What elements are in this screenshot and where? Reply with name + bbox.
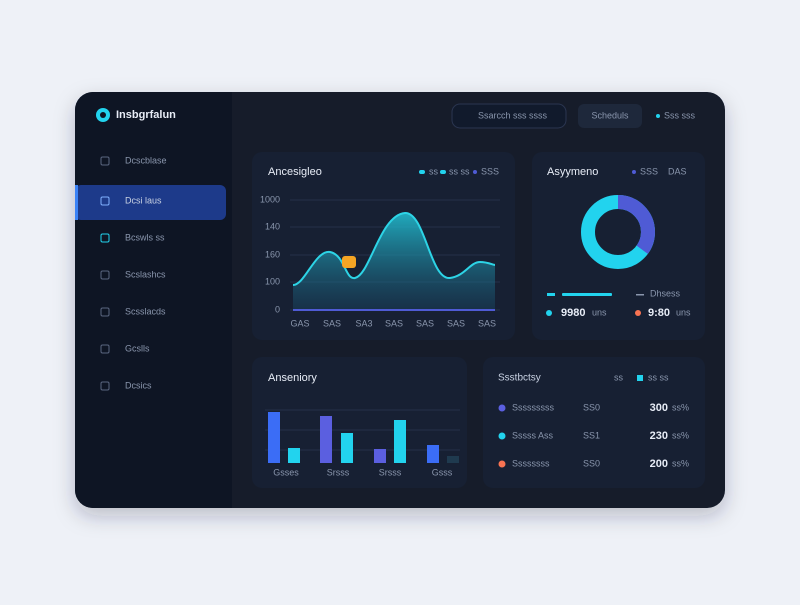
legend-label: SSS — [481, 166, 499, 176]
nav-label: Dcsics — [125, 380, 152, 390]
legend-swatch — [419, 170, 425, 174]
active-item[interactable] — [75, 185, 226, 220]
nav-label: Scsslacds — [125, 306, 166, 316]
nav-label: Dcscblase — [125, 155, 167, 165]
logo-dot — [100, 112, 106, 118]
search-placeholder: Ssarcch sss ssss — [478, 110, 548, 120]
legend-dot — [632, 170, 636, 174]
stat-unit: uns — [676, 307, 691, 317]
row-value: 230 — [650, 430, 668, 442]
nav-label: Dcsi laus — [125, 195, 162, 205]
panel-title: Ancesigleo — [268, 166, 322, 178]
row-label: Sssssssss — [512, 402, 555, 412]
stat-dot — [546, 310, 552, 316]
nav-icon — [100, 233, 110, 243]
stat-value: 9980 — [561, 307, 585, 319]
row-pct: ss% — [672, 430, 689, 440]
row-value: 300 — [650, 402, 668, 414]
status: Sss sss — [664, 110, 696, 120]
bar — [341, 433, 353, 463]
nav-icon — [100, 156, 110, 166]
panel — [483, 357, 705, 488]
y-label: 0 — [275, 304, 280, 314]
donut-segment — [581, 195, 655, 269]
stat-unit: uns — [592, 307, 607, 317]
stat-dot — [635, 310, 641, 316]
legend-line — [562, 293, 612, 296]
x-label: SAS — [416, 318, 434, 328]
row-dot — [498, 404, 506, 412]
panel-title: Ssstbctsy — [498, 373, 541, 384]
row-dot — [498, 432, 506, 440]
legend-label: SSS — [640, 166, 658, 176]
y-label: 160 — [265, 249, 280, 259]
legend-swatch — [440, 170, 446, 174]
nav-label: Scslashcs — [125, 269, 166, 279]
row-pct: ss% — [672, 458, 689, 468]
legend-line — [636, 294, 644, 296]
row-label: Sssss Ass — [512, 430, 554, 440]
x-label: Gsss — [432, 467, 453, 477]
x-label: GAS — [290, 318, 309, 328]
header-swatch — [637, 375, 643, 381]
y-label: 1000 — [260, 194, 280, 204]
x-label: SAS — [385, 318, 403, 328]
legend-label: ss — [429, 166, 439, 176]
row-label: Ssssssss — [512, 458, 550, 468]
bar — [447, 456, 459, 463]
legend-label: DAS — [668, 166, 687, 176]
x-label: SAS — [323, 318, 341, 328]
row-code: SS1 — [583, 430, 600, 440]
bar — [394, 420, 406, 463]
x-label: SA3 — [355, 318, 372, 328]
legend-line — [547, 293, 555, 296]
nav-icon — [100, 270, 110, 280]
legend-label: ss ss — [449, 166, 470, 176]
active-indicator — [75, 185, 78, 220]
search-box[interactable] — [451, 103, 567, 129]
area — [293, 212, 495, 310]
x-label: Srsss — [379, 467, 402, 477]
bar — [320, 416, 332, 463]
tooltip-marker — [342, 256, 356, 268]
status-dot — [656, 114, 660, 118]
row-code: SS0 — [583, 402, 600, 412]
x-label: SAS — [447, 318, 465, 328]
nav-icon — [100, 307, 110, 317]
bar — [288, 448, 300, 463]
y-label: 140 — [265, 221, 280, 231]
row-value: 200 — [650, 458, 668, 470]
nav-label: Gcslls — [125, 343, 150, 353]
nav-icon — [100, 381, 110, 391]
header-label: ss — [614, 372, 624, 382]
panel — [252, 357, 467, 488]
row-code: SS0 — [583, 458, 600, 468]
bar — [374, 449, 386, 463]
x-label: SAS — [478, 318, 496, 328]
area-line — [292, 211, 496, 286]
row-pct: ss% — [672, 402, 689, 412]
brand: Insbgrfalun — [116, 109, 176, 121]
button[interactable] — [578, 104, 642, 128]
panel-title: Asyymeno — [547, 166, 598, 178]
row-dot — [498, 460, 506, 468]
bar — [268, 412, 280, 463]
bar — [427, 445, 439, 463]
legend-swatch — [473, 170, 477, 174]
panel-title: Anseniory — [268, 372, 317, 384]
y-label: 100 — [265, 276, 280, 286]
nav-icon — [100, 196, 110, 206]
stat-value: 9:80 — [648, 307, 670, 319]
x-label: Gsses — [273, 467, 299, 477]
legend-label: Dhsess — [650, 288, 681, 298]
x-label: Srsss — [327, 467, 350, 477]
button-label: Scheduls — [591, 110, 629, 120]
nav-icon — [100, 344, 110, 354]
nav-label: Bcswls ss — [125, 232, 165, 242]
header-label: ss ss — [648, 372, 669, 382]
